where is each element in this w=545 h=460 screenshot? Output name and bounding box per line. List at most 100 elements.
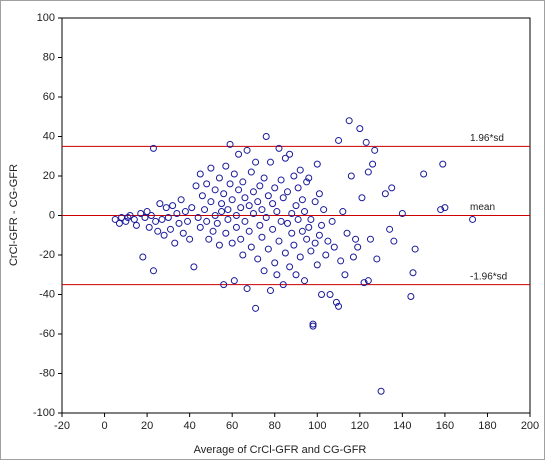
point: [339, 208, 347, 216]
point: [315, 190, 323, 198]
y-tick-label: 60: [43, 91, 55, 103]
point: [286, 150, 294, 158]
point: [237, 204, 245, 212]
point: [360, 279, 368, 287]
point: [198, 192, 206, 200]
point: [271, 184, 279, 192]
point: [130, 215, 138, 223]
point: [311, 239, 319, 247]
point: [218, 208, 226, 216]
point: [347, 172, 355, 180]
point: [318, 291, 326, 298]
point: [318, 221, 326, 229]
point: [222, 229, 230, 237]
point: [226, 140, 234, 148]
point: [337, 257, 345, 265]
point: [398, 210, 406, 218]
point: [307, 215, 315, 223]
point: [345, 117, 353, 125]
point: [245, 227, 253, 235]
point: [137, 210, 145, 218]
y-tick-label: -40: [39, 288, 55, 300]
point: [269, 225, 277, 233]
point: [143, 208, 151, 216]
point: [224, 215, 232, 223]
point: [301, 208, 309, 216]
point: [315, 231, 323, 239]
point: [224, 206, 232, 214]
point: [364, 277, 372, 285]
point: [349, 253, 357, 261]
point: [332, 298, 340, 306]
point: [111, 215, 119, 223]
point: [230, 170, 238, 178]
point: [328, 217, 336, 225]
point: [307, 247, 315, 255]
point: [279, 194, 287, 202]
point: [279, 281, 287, 289]
point: [249, 188, 257, 196]
point: [179, 229, 187, 237]
point: [160, 231, 168, 239]
point: [215, 241, 223, 249]
point: [171, 239, 179, 247]
point: [124, 213, 132, 221]
point: [373, 255, 381, 263]
point: [364, 168, 372, 176]
point: [239, 178, 247, 186]
point: [309, 322, 317, 330]
y-axis-label: CrCl-GFR - CG-GFR: [8, 164, 20, 266]
x-tick-label: -20: [54, 420, 70, 432]
point: [235, 186, 243, 194]
point: [290, 241, 298, 249]
point: [269, 200, 277, 208]
x-tick-label: 160: [436, 420, 454, 432]
y-tick-label: 100: [37, 12, 55, 24]
reference-label: -1.96*sd: [470, 271, 507, 282]
point: [184, 217, 192, 225]
point: [237, 235, 245, 243]
point: [222, 162, 230, 170]
point: [283, 219, 291, 227]
point: [377, 387, 385, 395]
point: [239, 251, 247, 259]
point: [264, 192, 272, 200]
point: [286, 263, 294, 271]
point: [262, 213, 270, 221]
point: [301, 277, 309, 285]
point: [420, 170, 428, 178]
x-tick-label: 20: [141, 420, 153, 432]
point: [226, 180, 234, 188]
x-tick-label: 120: [351, 420, 369, 432]
point: [369, 160, 377, 168]
point: [330, 243, 338, 251]
point: [209, 227, 217, 235]
point: [298, 196, 306, 204]
point: [326, 291, 334, 298]
point: [437, 206, 445, 214]
reference-label: mean: [470, 202, 495, 213]
point: [371, 146, 379, 154]
point: [273, 271, 281, 279]
point: [190, 263, 198, 271]
point: [258, 233, 266, 241]
point: [166, 225, 174, 233]
point: [211, 186, 219, 194]
point: [243, 285, 251, 293]
point: [256, 221, 264, 229]
point: [173, 210, 181, 218]
point: [356, 125, 364, 133]
point: [362, 138, 370, 146]
point: [260, 174, 268, 182]
point: [298, 227, 306, 235]
point: [358, 194, 366, 202]
point: [211, 212, 219, 219]
point: [254, 255, 262, 263]
point: [277, 217, 285, 225]
point: [156, 200, 164, 208]
point: [115, 219, 123, 227]
point: [294, 215, 302, 223]
point: [271, 259, 279, 267]
